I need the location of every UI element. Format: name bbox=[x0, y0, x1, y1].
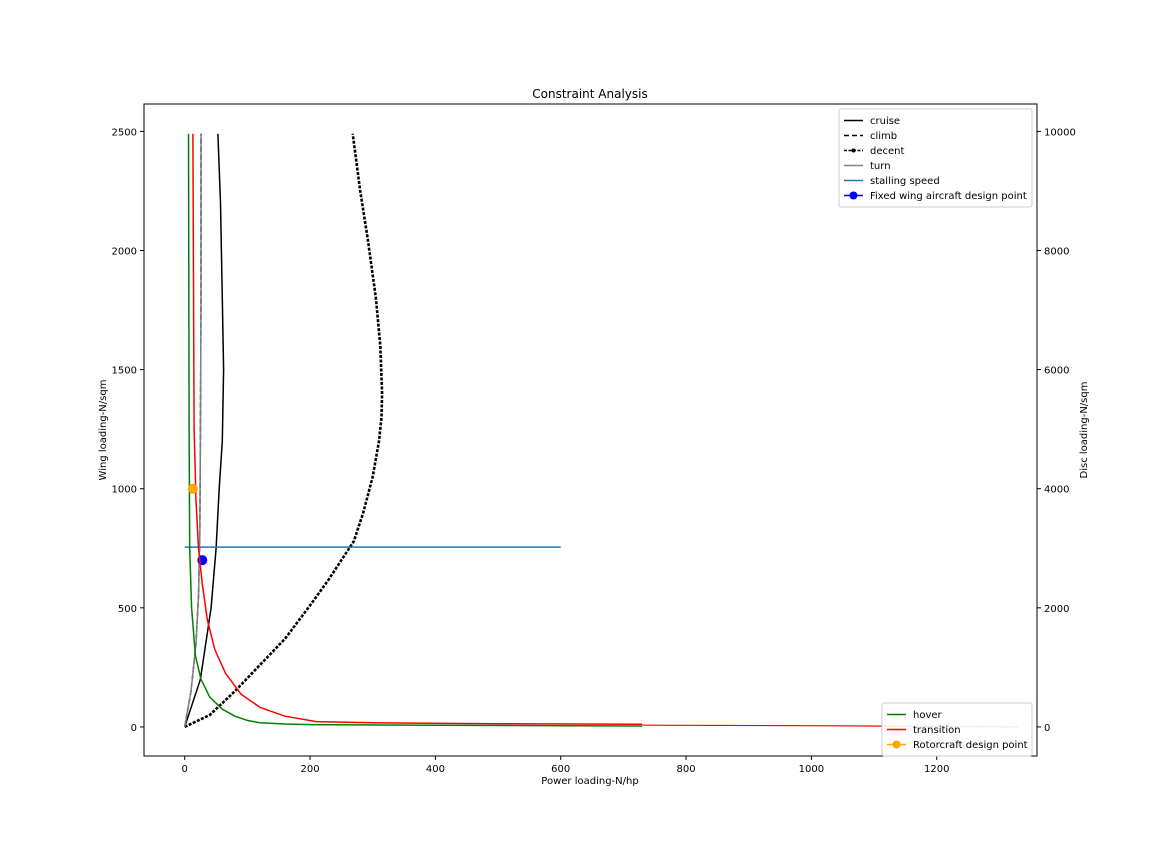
x-tick-label: 1000 bbox=[799, 764, 824, 775]
x-tick-label: 400 bbox=[426, 764, 445, 775]
decent-line bbox=[184, 133, 384, 729]
cruise-line bbox=[183, 133, 225, 728]
legend-box bbox=[838, 108, 1033, 208]
y-tick-label: 1500 bbox=[112, 366, 137, 377]
y2-tick-label: 8000 bbox=[1044, 247, 1069, 258]
x-tick-label: 800 bbox=[677, 764, 696, 775]
legend-label-rotorcraft-design-point: Rotorcraft design point bbox=[913, 740, 1028, 751]
y-tick-label: 2500 bbox=[112, 127, 137, 138]
legend-label-hover: hover bbox=[913, 710, 943, 721]
x-tick-label: 0 bbox=[182, 764, 188, 775]
y-tick-label: 1000 bbox=[112, 485, 137, 496]
y2-tick-label: 2000 bbox=[1044, 604, 1069, 615]
x-axis-label: Power loading-N/hp bbox=[541, 776, 638, 787]
legend-label-decent: decent bbox=[870, 146, 904, 157]
chart-title: Constraint Analysis bbox=[532, 87, 647, 101]
legend-marker-rotorcraft-design-point bbox=[892, 740, 901, 749]
legend-label-stalling-speed: stalling speed bbox=[870, 176, 940, 187]
legend-label-turn: turn bbox=[870, 161, 891, 172]
x-tick-label: 600 bbox=[551, 764, 570, 775]
legend-marker-decent bbox=[851, 148, 856, 153]
plot-frame bbox=[143, 103, 1038, 757]
y2-tick-label: 4000 bbox=[1044, 485, 1069, 496]
y-tick-label: 2000 bbox=[112, 247, 137, 258]
legend-label-cruise: cruise bbox=[870, 116, 900, 127]
x-tick-label: 1200 bbox=[924, 764, 949, 775]
legend-rotorcraft: hover transition Rotorcraft design point bbox=[881, 702, 1033, 757]
transition-line bbox=[192, 133, 643, 726]
legend-label-transition: transition bbox=[913, 725, 961, 736]
y2-axis-label: Disc loading-N/sqm bbox=[1079, 382, 1090, 479]
legend-marker-fixed-wing-aircraft-design-point bbox=[849, 191, 858, 200]
axis-ticks: 0 200 400 600 800 1000 1200 0 500 1000 1500 2000 250… bbox=[112, 127, 1076, 775]
turn-line bbox=[183, 133, 202, 728]
legend-label-fixed-wing-aircraft-design-point: Fixed wing aircraft design point bbox=[870, 191, 1027, 202]
hover-line bbox=[187, 133, 643, 727]
rotorcraft-design-point-point bbox=[187, 483, 198, 494]
y-tick-label: 500 bbox=[118, 604, 137, 615]
legend-label-climb: climb bbox=[870, 131, 897, 142]
y2-tick-label: 0 bbox=[1044, 723, 1050, 734]
legend-box bbox=[881, 702, 1033, 757]
plot-area bbox=[183, 133, 1019, 729]
y2-tick-label: 6000 bbox=[1044, 366, 1069, 377]
y-tick-label: 0 bbox=[131, 723, 137, 734]
y-axis-label: Wing loading-N/sqm bbox=[98, 380, 109, 481]
legend-fixed-wing: cruise climb decent turn stalling speed Fixed… bbox=[838, 108, 1033, 208]
y2-tick-label: 10000 bbox=[1044, 127, 1076, 138]
x-tick-label: 200 bbox=[301, 764, 320, 775]
